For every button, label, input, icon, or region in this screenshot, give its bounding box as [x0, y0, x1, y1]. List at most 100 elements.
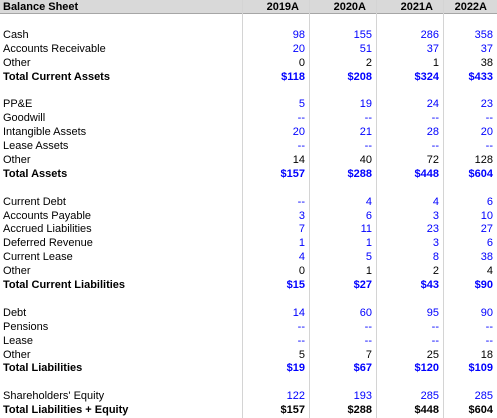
cell-value: --	[485, 320, 493, 333]
cell-value: --	[431, 112, 439, 125]
row-label: Current Debt	[3, 195, 66, 208]
column-line	[242, 0, 243, 418]
cell-value: 14	[292, 306, 305, 319]
cell-value: 37	[480, 42, 493, 55]
cell-value: --	[364, 112, 372, 125]
cell-value: 98	[292, 28, 305, 41]
cell-value: $604	[468, 404, 493, 417]
cell-value: 4	[365, 195, 372, 208]
cell-value: 25	[426, 348, 439, 361]
row-label: Total Liabilities + Equity	[3, 404, 129, 417]
cell-value: $109	[468, 362, 493, 375]
cell-value: --	[364, 140, 372, 152]
sheet-title: Balance Sheet	[3, 1, 79, 13]
cell-value: 11	[360, 223, 372, 236]
cell-value: 20	[292, 126, 305, 139]
cell-value: 5	[298, 348, 305, 361]
cell-value: 38	[480, 251, 493, 264]
cell-value: 72	[426, 153, 439, 166]
cell-value: 3	[298, 209, 305, 222]
column-header: 2020A	[333, 1, 366, 13]
row-label: Accrued Liabilities	[3, 223, 92, 236]
cell-value: 122	[286, 390, 305, 403]
cell-value: 8	[432, 251, 439, 264]
cell-value: --	[485, 334, 493, 347]
cell-value: 38	[480, 56, 493, 69]
row-label: Other	[3, 56, 31, 69]
cell-value: 286	[420, 28, 439, 41]
row-label: PP&E	[3, 98, 33, 111]
cell-value: 5	[298, 98, 305, 111]
cell-value: 193	[353, 390, 372, 403]
row-label: Intangible Assets	[3, 126, 87, 139]
column-line	[376, 0, 377, 418]
cell-value: 5	[365, 251, 372, 264]
row-label: Other	[3, 153, 31, 166]
cell-value: 23	[480, 98, 493, 111]
cell-value: $433	[468, 70, 493, 83]
cell-value: 90	[480, 306, 493, 319]
column-line	[309, 0, 310, 418]
cell-value: 1	[432, 56, 439, 69]
cell-value: $67	[353, 362, 372, 375]
cell-value: 358	[474, 28, 493, 41]
column-header: 2021A	[400, 1, 433, 13]
cell-value: 18	[480, 348, 493, 361]
cell-value: $604	[468, 167, 493, 180]
cell-value: 4	[298, 251, 305, 264]
cell-value: --	[485, 140, 493, 152]
row-label: Goodwill	[3, 112, 46, 125]
row-label: Other	[3, 348, 31, 361]
cell-value: 14	[292, 153, 305, 166]
cell-value: 1	[365, 265, 372, 278]
row-label: Cash	[3, 28, 29, 41]
cell-value: $120	[414, 362, 439, 375]
cell-value: --	[364, 334, 372, 347]
cell-value: --	[485, 112, 493, 125]
cell-value: --	[297, 195, 305, 208]
cell-value: 6	[486, 237, 493, 250]
row-label: Accounts Receivable	[3, 42, 106, 55]
cell-value: --	[297, 112, 305, 125]
row-label: Shareholders' Equity	[3, 390, 105, 403]
row-label: Total Current Liabilities	[3, 279, 126, 291]
cell-value: 2	[365, 56, 372, 69]
cell-value: 51	[359, 42, 372, 55]
cell-value: $324	[414, 70, 439, 83]
cell-value: 21	[359, 126, 372, 139]
cell-value: --	[431, 334, 439, 347]
cell-value: 7	[365, 348, 372, 361]
cell-value: 37	[426, 42, 439, 55]
cell-value: --	[297, 334, 305, 347]
cell-value: $15	[286, 279, 305, 291]
cell-value: 1	[298, 237, 305, 250]
cell-value: $448	[414, 404, 439, 417]
column-header: 2019A	[266, 1, 299, 13]
cell-value: 4	[486, 265, 493, 278]
cell-value: 3	[432, 237, 439, 250]
cell-value: $157	[280, 167, 305, 180]
cell-value: $288	[347, 404, 372, 417]
cell-value: 128	[474, 153, 493, 166]
cell-value: 19	[359, 98, 372, 111]
column-line	[443, 0, 444, 418]
cell-value: 7	[298, 223, 305, 236]
cell-value: 27	[480, 223, 493, 236]
cell-value: 10	[480, 209, 493, 222]
cell-value: --	[364, 320, 372, 333]
cell-value: 95	[426, 306, 439, 319]
cell-value: 1	[365, 237, 372, 250]
cell-value: --	[297, 320, 305, 333]
cell-value: $90	[474, 279, 493, 291]
cell-value: 24	[426, 98, 439, 111]
cell-value: 4	[432, 195, 439, 208]
cell-value: 20	[480, 126, 493, 139]
cell-value: 6	[365, 209, 372, 222]
cell-value: $208	[347, 70, 372, 83]
cell-value: $27	[353, 279, 372, 291]
cell-value: $19	[286, 362, 305, 375]
row-label: Pensions	[3, 320, 49, 333]
row-label: Total Liabilities	[3, 362, 83, 375]
cell-value: 2	[432, 265, 439, 278]
cell-value: $43	[420, 279, 439, 291]
